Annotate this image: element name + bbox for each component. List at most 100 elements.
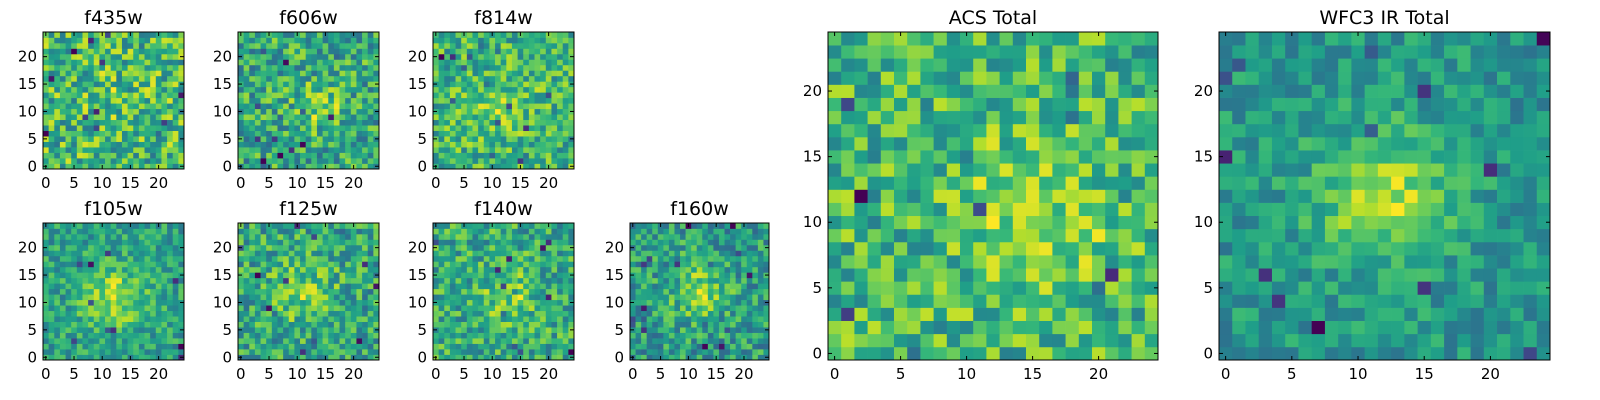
heatmap-cell <box>249 42 256 49</box>
heatmap-cell <box>243 130 250 137</box>
heatmap-cell <box>356 272 363 279</box>
heatmap-cell <box>551 288 558 295</box>
heatmap-cell <box>500 327 507 333</box>
heatmap-cell <box>138 147 145 153</box>
heatmap-cell <box>288 250 295 257</box>
heatmap-cell <box>466 136 473 142</box>
heatmap-cell <box>328 255 335 262</box>
heatmap-cell <box>652 299 659 306</box>
heatmap-cell <box>345 338 352 344</box>
heatmap-cell <box>478 64 485 71</box>
axes-frame <box>42 31 185 170</box>
heatmap-cell <box>305 244 312 251</box>
heatmap-cell <box>116 53 123 60</box>
heatmap-cell <box>367 343 374 350</box>
heatmap-cell <box>568 75 575 82</box>
heatmap-cell <box>1039 176 1053 190</box>
heatmap-cell <box>472 141 479 148</box>
heatmap-cell <box>641 244 648 251</box>
heatmap-cell <box>713 321 720 328</box>
heatmap-cell <box>288 64 295 71</box>
heatmap-cell <box>260 321 267 328</box>
heatmap-cell <box>305 48 312 55</box>
heatmap-cell <box>557 53 564 60</box>
heatmap-cell <box>283 147 290 153</box>
heatmap-cell <box>506 327 513 333</box>
heatmap-cell <box>345 75 352 82</box>
heatmap-cell <box>551 239 558 246</box>
heatmap-cell <box>105 70 112 77</box>
heatmap-cell <box>283 70 290 77</box>
heatmap-cell <box>894 228 908 243</box>
heatmap-cell <box>455 349 462 355</box>
heatmap-cell <box>172 119 179 126</box>
heatmap-cell <box>528 48 535 55</box>
heatmap-cell <box>483 81 490 88</box>
heatmap-cell <box>271 305 278 312</box>
heatmap-cell <box>752 233 759 240</box>
heatmap-cell <box>472 32 479 38</box>
heatmap-cell <box>260 316 267 322</box>
heatmap-cell <box>511 354 518 361</box>
heatmap-cell <box>316 233 323 240</box>
heatmap-cell <box>680 316 686 322</box>
heatmap-cell <box>271 64 278 71</box>
heatmap-cell <box>93 152 100 159</box>
heatmap-cell <box>294 81 301 88</box>
heatmap-cell <box>444 332 451 339</box>
heatmap-cell <box>138 70 145 77</box>
heatmap-cell <box>500 37 507 44</box>
heatmap-cell <box>82 261 89 268</box>
heatmap-cell <box>311 321 318 328</box>
heatmap-cell <box>635 349 642 355</box>
heatmap-cell <box>82 354 89 361</box>
heatmap-cell <box>702 327 709 333</box>
heatmap-cell <box>54 261 61 268</box>
heatmap-cell <box>1092 346 1106 361</box>
heatmap-cell <box>238 147 244 153</box>
heatmap-cell <box>646 327 653 333</box>
heatmap-cell <box>283 343 290 350</box>
heatmap-cell <box>294 327 301 333</box>
heatmap-cell <box>495 288 502 295</box>
heatmap-cell <box>707 294 714 301</box>
heatmap-cell <box>854 294 868 308</box>
heatmap-cell <box>534 70 541 77</box>
heatmap-cell <box>167 86 174 93</box>
heatmap-cell <box>167 81 174 88</box>
heatmap-cell <box>288 103 295 110</box>
heatmap-cell <box>702 244 709 251</box>
heatmap-cell <box>545 233 552 240</box>
heatmap-cell <box>367 64 374 71</box>
heatmap-cell <box>472 152 479 159</box>
heatmap-cell <box>652 261 659 268</box>
heatmap-cell <box>59 250 66 257</box>
heatmap-cell <box>116 223 123 229</box>
heatmap-cell <box>757 327 764 333</box>
heatmap-cell <box>59 125 66 131</box>
heatmap-cell <box>105 255 112 262</box>
heatmap-cell <box>741 272 748 279</box>
heatmap-cell <box>551 103 558 110</box>
heatmap-cell <box>133 147 140 153</box>
heatmap-cell <box>562 261 569 268</box>
heatmap-cell <box>350 92 357 99</box>
heatmap-cell <box>110 48 117 55</box>
heatmap-cell <box>373 310 380 317</box>
heatmap-cell <box>433 158 439 164</box>
heatmap-cell <box>449 332 456 339</box>
heatmap-cell <box>155 316 162 322</box>
heatmap-cell <box>506 141 513 148</box>
heatmap-cell <box>517 114 524 121</box>
heatmap-cell <box>746 349 753 355</box>
heatmap-cell <box>757 272 764 279</box>
heatmap-cell <box>178 147 185 153</box>
heatmap-cell <box>551 70 558 77</box>
heatmap-cell <box>110 266 117 273</box>
heatmap-cell <box>551 108 558 115</box>
heatmap-cell <box>973 163 987 177</box>
heatmap-cell <box>1105 307 1119 321</box>
heatmap-cell <box>1131 307 1146 321</box>
heatmap-cell <box>702 223 709 229</box>
heatmap-cell <box>907 333 921 348</box>
